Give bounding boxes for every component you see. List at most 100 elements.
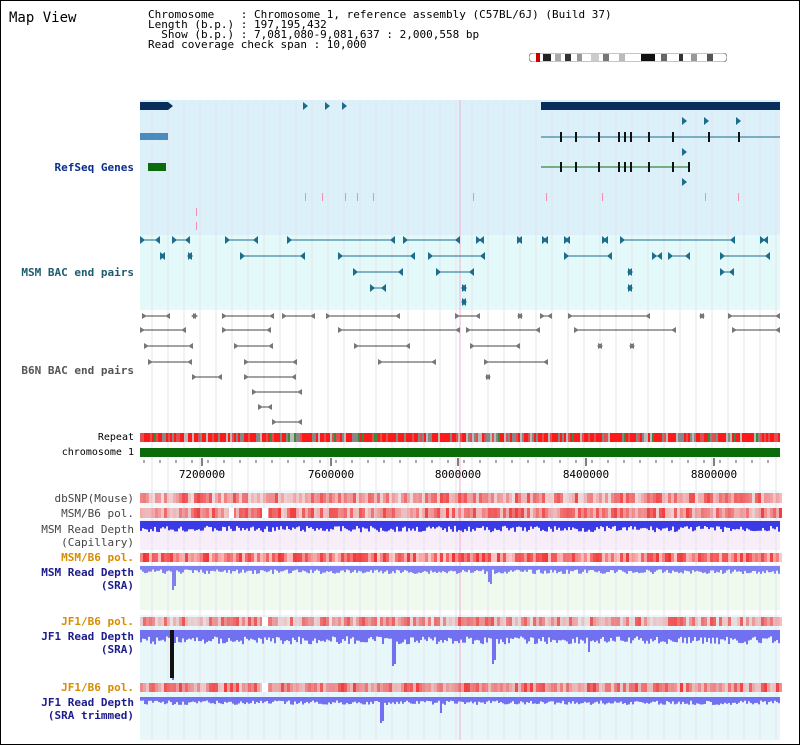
read-depth-bar: [330, 697, 332, 705]
polymorphism-cell: [653, 493, 656, 503]
read-depth-bar: [522, 697, 524, 703]
read-depth-bar: [312, 521, 314, 529]
read-depth-bar: [718, 566, 720, 573]
read-depth-bar: [452, 521, 454, 532]
repeat-cell: [384, 433, 386, 442]
polymorphism-cell: [632, 617, 635, 626]
msm-depth-sra-label[interactable]: MSM Read Depth (SRA): [10, 566, 134, 592]
polymorphism-cell: [200, 553, 203, 562]
read-depth-bar: [282, 521, 284, 530]
bac-end-arrow: [461, 284, 466, 292]
read-depth-bar: [264, 566, 266, 572]
exon-mark: [618, 132, 620, 142]
b6n-bac-label[interactable]: B6N BAC end pairs: [21, 364, 134, 377]
polymorphism-cell: [557, 617, 560, 626]
polymorphism-cell: [749, 508, 752, 518]
polymorphism-cell: [749, 553, 752, 562]
polymorphism-cell: [437, 683, 440, 692]
read-depth-bar: [188, 566, 190, 571]
polymorphism-cell: [329, 683, 332, 692]
msm-b6-pol-label-1[interactable]: MSM/B6 pol.: [61, 507, 134, 520]
jf1-b6-pol-label-2[interactable]: JF1/B6 pol.: [61, 681, 134, 694]
read-depth-bar: [254, 566, 256, 571]
read-depth-bar: [708, 697, 710, 702]
read-depth-bar: [170, 566, 172, 572]
polymorphism-cell: [206, 553, 209, 562]
repeat-cell: [278, 433, 280, 442]
polymorphism-cell: [446, 617, 449, 626]
repeat-cell: [746, 433, 748, 442]
polymorphism-cell: [323, 683, 326, 692]
read-depth-bar: [152, 566, 154, 570]
polymorphism-cell: [338, 493, 341, 503]
polymorphism-cell: [542, 617, 545, 626]
read-depth-bar: [688, 697, 690, 705]
polymorphism-cell: [635, 493, 638, 503]
repeat-cell: [374, 433, 376, 442]
polymorphism-cell: [605, 493, 608, 503]
dbsnp-label[interactable]: dbSNP(Mouse): [54, 492, 134, 505]
polymorphism-cell: [557, 553, 560, 562]
jf1-b6-pol-label-1[interactable]: JF1/B6 pol.: [61, 615, 134, 628]
polymorphism-cell: [524, 508, 527, 518]
polymorphism-cell: [611, 683, 614, 692]
read-depth-bar: [394, 697, 396, 705]
jf1-depth-label[interactable]: JF1 Read Depth (SRA): [10, 630, 134, 656]
polymorphism-cell: [176, 493, 179, 503]
polymorphism-cell: [560, 683, 563, 692]
bac-end-arrow: [620, 236, 625, 244]
read-depth-bar: [156, 697, 158, 701]
read-depth-bar: [254, 630, 256, 641]
read-depth-bar: [554, 566, 556, 571]
repeat-cell: [684, 433, 686, 442]
read-depth-bar: [694, 566, 696, 572]
gene-strand-arrow: [682, 178, 687, 186]
polymorphism-cell: [362, 493, 365, 503]
polymorphism-cell: [446, 553, 449, 562]
refseq-genes-label[interactable]: RefSeq Genes: [54, 161, 134, 174]
read-depth-bar: [150, 697, 152, 701]
read-depth-bar: [144, 566, 146, 574]
polymorphism-cell: [713, 508, 716, 518]
read-depth-bar: [710, 521, 712, 528]
read-depth-bar: [488, 697, 490, 701]
polymorphism-cell: [176, 553, 179, 562]
read-depth-bar: [300, 521, 302, 532]
read-depth-bar: [558, 566, 560, 572]
repeat-cell: [398, 433, 400, 442]
read-depth-bar: [292, 697, 294, 705]
b6n-end-arrow: [222, 327, 227, 333]
read-depth-bar: [186, 566, 188, 570]
read-depth-bar: [602, 630, 604, 637]
polymorphism-cell: [755, 508, 758, 518]
polymorphism-cell: [278, 683, 281, 692]
polymorphism-cell: [245, 508, 248, 518]
polymorphism-cell: [260, 508, 263, 518]
jf1-depth-trimmed-label[interactable]: JF1 Read Depth (SRA trimmed): [10, 696, 134, 722]
msm-b6-pol-label-2[interactable]: MSM/B6 pol.: [61, 551, 134, 564]
bac-end-arrow: [607, 252, 612, 260]
repeat-cell: [770, 433, 772, 442]
repeat-cell: [178, 433, 180, 442]
polymorphism-cell: [179, 493, 182, 503]
polymorphism-cell: [287, 683, 290, 692]
polymorphism-cell: [554, 683, 557, 692]
chromosome-ideogram[interactable]: [529, 53, 727, 62]
read-depth-bar: [596, 697, 598, 702]
repeat-cell: [568, 433, 570, 442]
msm-bac-label[interactable]: MSM BAC end pairs: [21, 266, 134, 279]
msm-depth-capillary-label[interactable]: MSM Read Depth (Capillary): [10, 523, 134, 549]
read-depth-bar: [684, 630, 686, 638]
polymorphism-cell: [650, 508, 653, 518]
polymorphism-cell: [596, 617, 599, 626]
polymorphism-cell: [476, 493, 479, 503]
polymorphism-cell: [158, 508, 161, 518]
read-depth-bar: [216, 521, 218, 531]
polymorphism-cell: [434, 553, 437, 562]
repeat-cell: [428, 433, 430, 442]
polymorphism-cell: [749, 617, 752, 626]
polymorphism-cell: [368, 617, 371, 626]
repeat-cell: [302, 433, 304, 442]
repeat-cell: [708, 433, 710, 442]
